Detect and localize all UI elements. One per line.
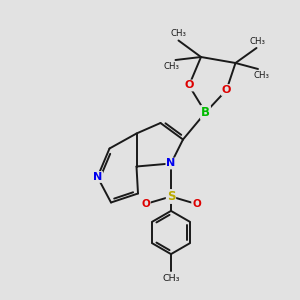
Text: B: B: [201, 106, 210, 119]
Text: CH₃: CH₃: [250, 37, 266, 46]
Text: O: O: [141, 199, 150, 209]
Text: CH₃: CH₃: [170, 29, 187, 38]
Text: O: O: [184, 80, 194, 91]
Text: O: O: [192, 199, 201, 209]
Text: CH₃: CH₃: [162, 274, 180, 283]
Text: N: N: [93, 172, 102, 182]
Text: O: O: [222, 85, 231, 95]
Text: N: N: [167, 158, 176, 169]
Text: S: S: [167, 190, 175, 203]
Text: CH₃: CH₃: [163, 62, 179, 71]
Text: CH₃: CH₃: [253, 71, 269, 80]
